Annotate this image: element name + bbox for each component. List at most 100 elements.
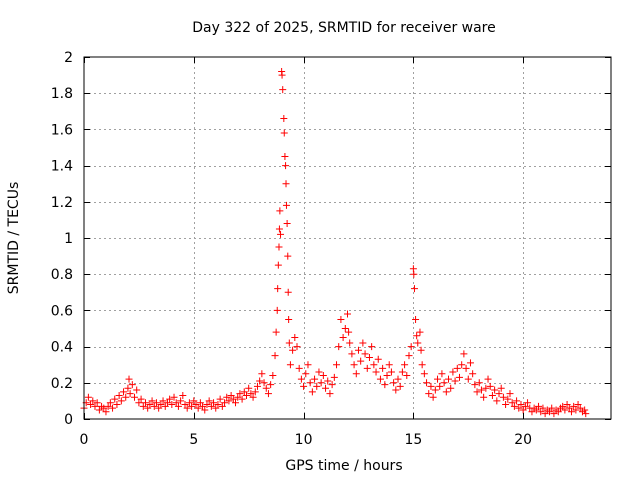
data-point: [306, 379, 314, 387]
data-point: [272, 328, 280, 336]
data-point: [405, 352, 413, 360]
data-point: [359, 339, 367, 347]
data-point: [335, 343, 343, 351]
data-point: [365, 353, 373, 361]
data-point: [581, 406, 589, 414]
data-point: [144, 404, 152, 412]
data-point: [339, 334, 347, 342]
data-point: [328, 381, 336, 389]
data-point: [326, 390, 334, 398]
data-point: [155, 404, 163, 412]
data-point: [122, 393, 130, 401]
data-point: [383, 372, 391, 380]
data-point: [214, 401, 222, 409]
data-point: [282, 162, 290, 170]
y-tick-label: 1.4: [51, 159, 73, 175]
data-point: [499, 393, 507, 401]
data-point: [488, 391, 496, 399]
data-point: [379, 364, 387, 372]
data-point: [313, 382, 321, 390]
data-point: [550, 410, 558, 418]
data-point: [300, 382, 308, 390]
data-point: [113, 401, 121, 409]
data-point: [447, 384, 455, 392]
data-point: [502, 401, 510, 409]
data-point: [251, 388, 259, 396]
data-point: [491, 386, 499, 394]
data-point: [451, 377, 459, 385]
data-point: [269, 372, 277, 380]
data-point: [350, 361, 358, 369]
data-point: [295, 364, 303, 372]
data-point: [582, 410, 590, 418]
x-tick-label: 20: [514, 432, 532, 448]
y-tick-label: 0.4: [51, 340, 73, 356]
y-tick-label: 1.6: [51, 122, 73, 138]
data-point: [344, 310, 351, 318]
data-point: [223, 393, 231, 401]
data-point: [135, 399, 143, 407]
data-point: [401, 361, 409, 369]
data-point: [317, 379, 325, 387]
data-point: [524, 399, 532, 407]
data-point: [194, 404, 202, 412]
data-point: [274, 285, 282, 293]
data-point: [258, 370, 266, 378]
y-tick-label: 1: [64, 231, 73, 247]
y-axis-label: SRMTID / TECUs: [6, 182, 22, 295]
data-points: [80, 67, 590, 418]
data-point: [163, 399, 171, 407]
grid-lines: [84, 57, 611, 419]
data-point: [128, 381, 136, 389]
data-point: [87, 401, 95, 409]
data-point: [462, 364, 470, 372]
data-point: [361, 350, 369, 358]
data-point: [570, 402, 578, 410]
data-point: [407, 343, 415, 351]
data-point: [161, 402, 169, 410]
data-point: [537, 408, 545, 416]
data-point: [285, 315, 293, 323]
data-point: [84, 393, 92, 401]
data-point: [280, 129, 288, 137]
data-point: [394, 375, 402, 383]
data-point: [348, 350, 356, 358]
data-point: [304, 361, 312, 369]
data-point: [199, 402, 207, 410]
data-point: [324, 377, 332, 385]
data-point: [341, 325, 349, 332]
data-point: [120, 388, 128, 396]
x-axis-ticks: 0 5 10 15 20: [80, 57, 532, 448]
y-tick-label: 1.8: [51, 86, 73, 102]
x-tick-label: 10: [295, 432, 313, 448]
data-point: [438, 370, 446, 378]
data-point: [275, 243, 283, 251]
data-point: [174, 402, 182, 410]
data-point: [267, 381, 275, 389]
data-point: [506, 390, 514, 398]
data-point: [190, 397, 198, 405]
y-tick-label: 0.8: [51, 267, 73, 283]
data-point: [264, 390, 272, 398]
data-point: [185, 399, 193, 407]
data-point: [170, 393, 178, 401]
data-point: [157, 401, 165, 409]
data-point: [203, 401, 211, 409]
data-point: [440, 379, 448, 387]
data-point: [181, 401, 189, 409]
data-point: [319, 372, 327, 380]
data-point: [192, 401, 200, 409]
data-point: [311, 375, 319, 383]
data-point: [196, 399, 204, 407]
data-point: [475, 379, 483, 387]
data-point: [256, 377, 264, 385]
data-point: [100, 404, 108, 412]
data-point: [484, 375, 492, 383]
data-point: [125, 375, 133, 383]
y-tick-label: 0: [64, 412, 73, 428]
data-point: [346, 339, 354, 347]
data-point: [471, 381, 479, 389]
data-point: [486, 382, 494, 390]
data-point: [115, 391, 123, 399]
